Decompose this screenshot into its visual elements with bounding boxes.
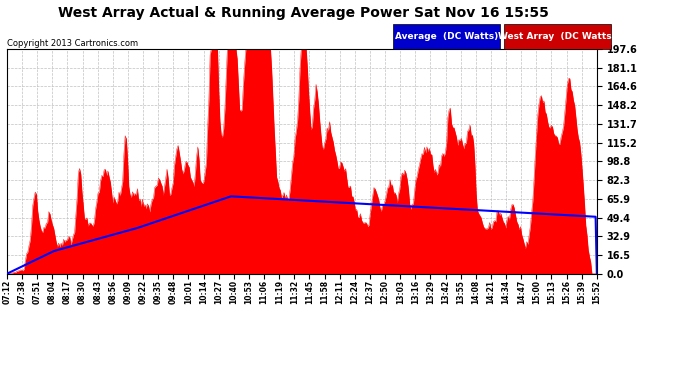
- Text: West Array  (DC Watts): West Array (DC Watts): [498, 32, 615, 41]
- Text: Copyright 2013 Cartronics.com: Copyright 2013 Cartronics.com: [7, 39, 138, 48]
- Text: Average  (DC Watts): Average (DC Watts): [395, 32, 498, 41]
- Text: West Array Actual & Running Average Power Sat Nov 16 15:55: West Array Actual & Running Average Powe…: [58, 6, 549, 20]
